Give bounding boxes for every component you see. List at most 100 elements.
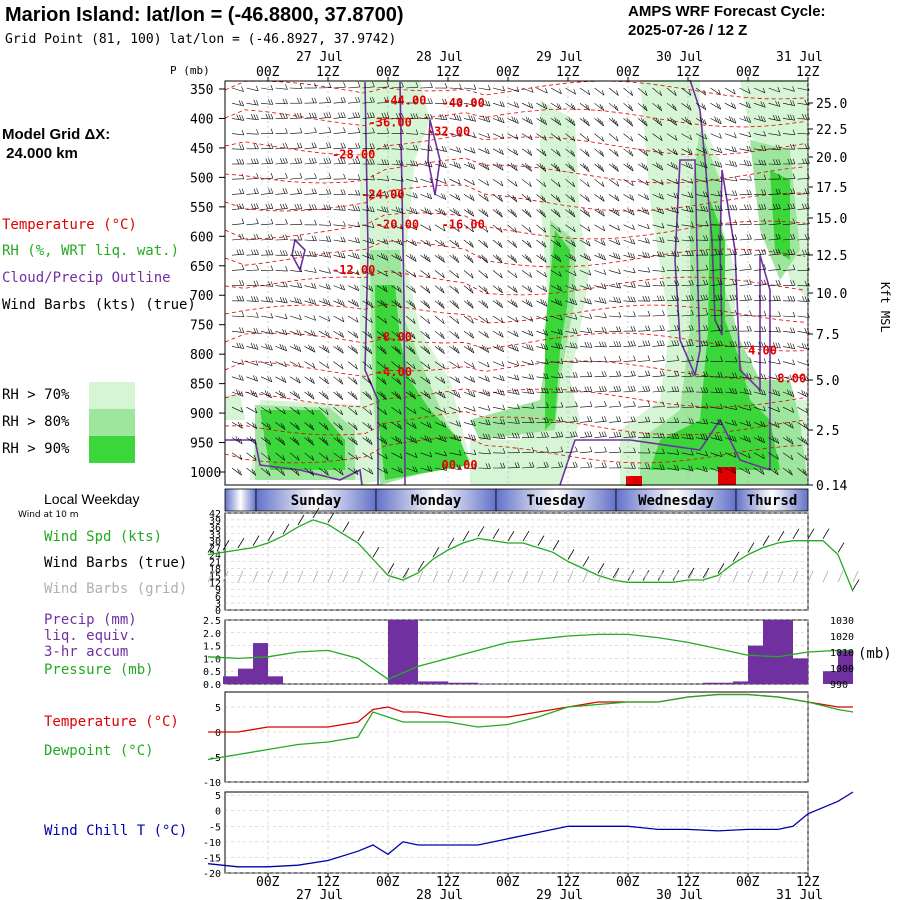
wind-barb-flag bbox=[560, 401, 564, 408]
wind-barb-flag bbox=[748, 452, 751, 459]
wind-barb-flag bbox=[239, 114, 242, 121]
wind-barb bbox=[246, 208, 259, 210]
wind-barb bbox=[710, 329, 723, 332]
wind-barb bbox=[463, 346, 475, 354]
wind-barb bbox=[376, 391, 387, 400]
wind-barb-flag bbox=[285, 188, 288, 194]
wind-barb-flag bbox=[613, 386, 617, 392]
wind-barb bbox=[246, 193, 259, 195]
wind-barb bbox=[391, 270, 402, 277]
wind-barb-flag bbox=[442, 272, 445, 279]
wind-barb-flag bbox=[458, 435, 462, 442]
wind-barb bbox=[246, 254, 259, 256]
wind-barb bbox=[275, 346, 287, 352]
wind-barb bbox=[376, 285, 388, 293]
wind-barb bbox=[449, 254, 460, 263]
wind-barb-flag bbox=[285, 128, 288, 134]
wind-barb-flag bbox=[705, 402, 709, 409]
wind-barb bbox=[405, 391, 416, 400]
wind-barb-flag bbox=[705, 418, 709, 425]
wind-barb-flag bbox=[674, 105, 677, 111]
wind-barb-flag bbox=[633, 325, 636, 332]
wind-barb-flag bbox=[399, 255, 403, 262]
wind-barb-flag bbox=[481, 299, 485, 306]
wind-barb bbox=[797, 437, 808, 445]
wind-barb bbox=[304, 177, 317, 180]
wind-barb-flag bbox=[239, 249, 242, 255]
wind-barb-flag bbox=[645, 120, 648, 127]
wind-barb-flag bbox=[294, 468, 298, 475]
wind-barb-flag bbox=[530, 119, 533, 125]
wind-barb-flag bbox=[253, 327, 257, 334]
panel-tick-label: 9 bbox=[215, 585, 221, 596]
wind-barb-flag bbox=[612, 207, 616, 214]
wind-barb-flag bbox=[369, 333, 373, 339]
wind-barb-flag bbox=[513, 330, 517, 336]
grid-wind-barb bbox=[807, 570, 814, 583]
wind-barb bbox=[420, 437, 432, 443]
wind-barb-flag bbox=[604, 312, 607, 318]
wind-barb-flag bbox=[256, 296, 259, 302]
wind-barb bbox=[478, 452, 491, 455]
wind-barb-flag bbox=[440, 376, 444, 383]
wind-barb-flag bbox=[370, 317, 373, 323]
wind-barb-flag bbox=[674, 120, 677, 126]
wind-barb bbox=[565, 361, 578, 363]
wind-barb bbox=[753, 238, 766, 241]
wind-barb bbox=[333, 406, 343, 416]
wind-barb-flag bbox=[430, 113, 433, 120]
wind-barb-flag bbox=[775, 374, 778, 380]
wind-barb bbox=[391, 437, 402, 444]
wind-barb-flag bbox=[299, 282, 303, 288]
wind-barb-flag bbox=[657, 119, 661, 125]
bottom-hour-label: 12Z bbox=[676, 875, 700, 890]
wind-barb bbox=[608, 360, 622, 362]
wind-barb-flag bbox=[791, 423, 794, 429]
wind-barb bbox=[768, 87, 780, 93]
wind-barb-flag bbox=[251, 437, 255, 444]
height-tick-label: 25.0 bbox=[816, 97, 847, 112]
wind-barb-flag bbox=[488, 448, 491, 455]
grid-wind-barb bbox=[222, 570, 229, 583]
wind-barb-flag bbox=[734, 234, 738, 240]
wind-barb bbox=[318, 467, 329, 476]
wind-barb bbox=[318, 300, 331, 306]
wind-barb bbox=[507, 239, 517, 248]
wind-barb-flag bbox=[357, 174, 361, 180]
wind-barb-flag bbox=[470, 147, 473, 153]
wind-barb-flag bbox=[575, 357, 578, 363]
precip-bar bbox=[253, 643, 268, 684]
wind-barb-flag bbox=[383, 238, 386, 244]
wind-barb-flag bbox=[788, 468, 791, 474]
wind-barb-flag bbox=[802, 203, 805, 210]
wind-barb-flag bbox=[616, 462, 619, 468]
wind-barb bbox=[797, 102, 810, 106]
wind-barb-flag bbox=[355, 317, 359, 323]
wind-barb-flag bbox=[458, 131, 462, 137]
wind-barb bbox=[376, 376, 387, 385]
wind-barb-flag bbox=[401, 81, 404, 88]
wind-barb-flag bbox=[380, 252, 384, 259]
wind-barb-flag bbox=[413, 272, 417, 278]
wind-barb-flag bbox=[618, 400, 622, 407]
wind-barb bbox=[246, 118, 259, 120]
wind-barb bbox=[753, 361, 766, 364]
wind-barb-flag bbox=[559, 271, 562, 277]
wind-barb-flag bbox=[239, 454, 243, 460]
wind-barb-flag bbox=[618, 370, 622, 377]
wind-barb bbox=[637, 375, 650, 378]
label-temperature: Temperature (°C) bbox=[44, 714, 179, 730]
wind-barb bbox=[434, 102, 448, 105]
wind-barb-flag bbox=[429, 466, 433, 472]
wind-barb-flag bbox=[427, 465, 430, 471]
wind-barb-flag bbox=[613, 119, 617, 125]
wind-barb bbox=[724, 239, 738, 241]
wind-barb bbox=[768, 193, 781, 195]
wind-barb-flag bbox=[270, 328, 273, 335]
wind-barb-flag bbox=[485, 463, 489, 469]
wind-barb-flag bbox=[528, 344, 532, 350]
wind-barb-flag bbox=[662, 251, 665, 258]
wind-barb-flag bbox=[413, 287, 416, 293]
wind-barb-flag bbox=[763, 159, 767, 166]
wind-barb-flag bbox=[241, 173, 245, 179]
